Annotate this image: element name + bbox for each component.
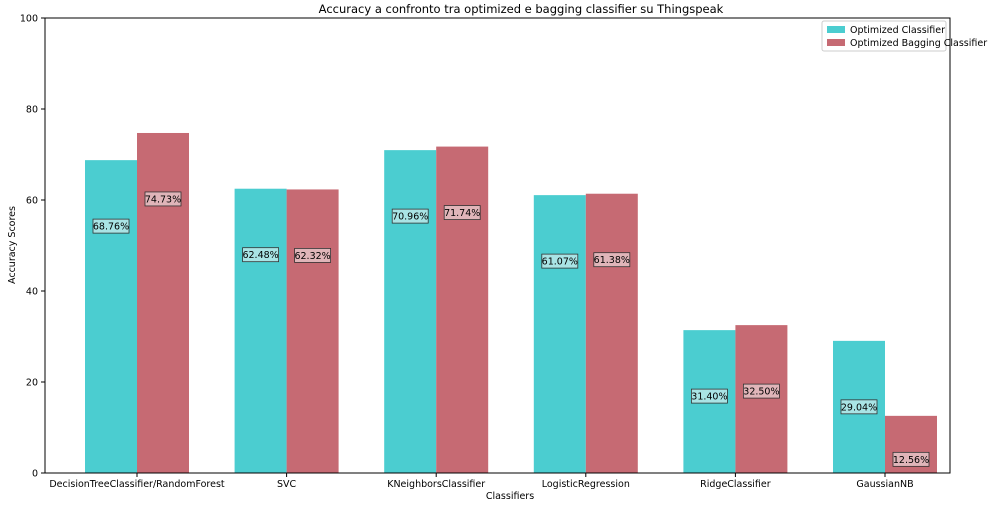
- x-tick-label: GaussianNB: [856, 479, 913, 490]
- legend: Optimized Classifier Optimized Bagging Cl…: [821, 20, 987, 52]
- data-label: 29.04%: [841, 402, 877, 413]
- data-label: 71.74%: [444, 208, 480, 219]
- data-label-box: [443, 205, 481, 220]
- data-label: 62.48%: [242, 250, 278, 261]
- data-label-box: [691, 388, 728, 404]
- data-label: 31.40%: [691, 392, 727, 403]
- y-tick-label: 0: [32, 469, 38, 480]
- data-label: 70.96%: [392, 212, 428, 223]
- data-label: 74.73%: [145, 194, 181, 205]
- y-axis: 0 20 40 60 80 100: [20, 14, 45, 480]
- bar: [585, 193, 638, 473]
- data-label-box: [541, 253, 579, 269]
- x-tick-label: DecisionTreeClassifier/RandomForest: [49, 479, 225, 490]
- data-label: 32.50%: [743, 387, 779, 398]
- plot-frame: [44, 17, 951, 474]
- x-tick-label: SVC: [277, 479, 297, 490]
- y-tick-label: 20: [26, 378, 38, 389]
- data-label-box: [92, 218, 130, 234]
- data-label-box: [144, 191, 182, 207]
- data-label-box: [892, 451, 930, 467]
- y-axis-label: Accuracy Scores: [7, 206, 18, 284]
- x-tick-label: LogisticRegression: [542, 479, 630, 490]
- y-tick-label: 60: [26, 196, 38, 207]
- x-axis: DecisionTreeClassifier/RandomForest SVC KN…: [49, 473, 914, 490]
- y-tick-label: 40: [26, 287, 38, 298]
- legend-label: Optimized Classifier: [850, 25, 945, 36]
- data-label-box: [840, 399, 878, 415]
- bar: [286, 189, 339, 473]
- y-tick-label: 80: [26, 105, 38, 116]
- bar: [234, 188, 287, 473]
- chart-title: Accuracy a confronto tra optimized e bag…: [319, 2, 724, 16]
- bar: [384, 150, 437, 473]
- bar: [85, 160, 137, 473]
- data-label-box: [242, 247, 280, 263]
- data-label-box: [743, 383, 780, 399]
- bars-group: [85, 132, 937, 473]
- bar: [533, 195, 586, 473]
- bar: [137, 132, 189, 473]
- legend-swatch: [827, 39, 845, 46]
- x-tick-label: KNeighborsClassifier: [387, 479, 485, 490]
- data-label: 68.76%: [93, 222, 129, 233]
- data-label: 12.56%: [893, 455, 929, 466]
- data-labels-group: 68.76% 74.73% 62.48% 62.32% 70.96% 71.74% 61.0…: [92, 191, 930, 467]
- legend-swatch: [827, 26, 845, 33]
- data-label-box: [391, 208, 429, 224]
- data-label: 61.07%: [542, 257, 578, 268]
- x-axis-label: Classifiers: [486, 491, 534, 502]
- x-tick-label: RidgeClassifier: [700, 479, 771, 490]
- data-label: 61.38%: [594, 255, 630, 266]
- data-label-box: [593, 252, 631, 268]
- legend-box: [821, 20, 947, 52]
- legend-label: Optimized Bagging Classifier: [850, 38, 987, 49]
- data-label-box: [294, 248, 332, 263]
- y-tick-label: 100: [20, 14, 38, 25]
- bar: [436, 146, 489, 473]
- bar: [735, 325, 788, 473]
- data-label: 62.32%: [294, 251, 330, 262]
